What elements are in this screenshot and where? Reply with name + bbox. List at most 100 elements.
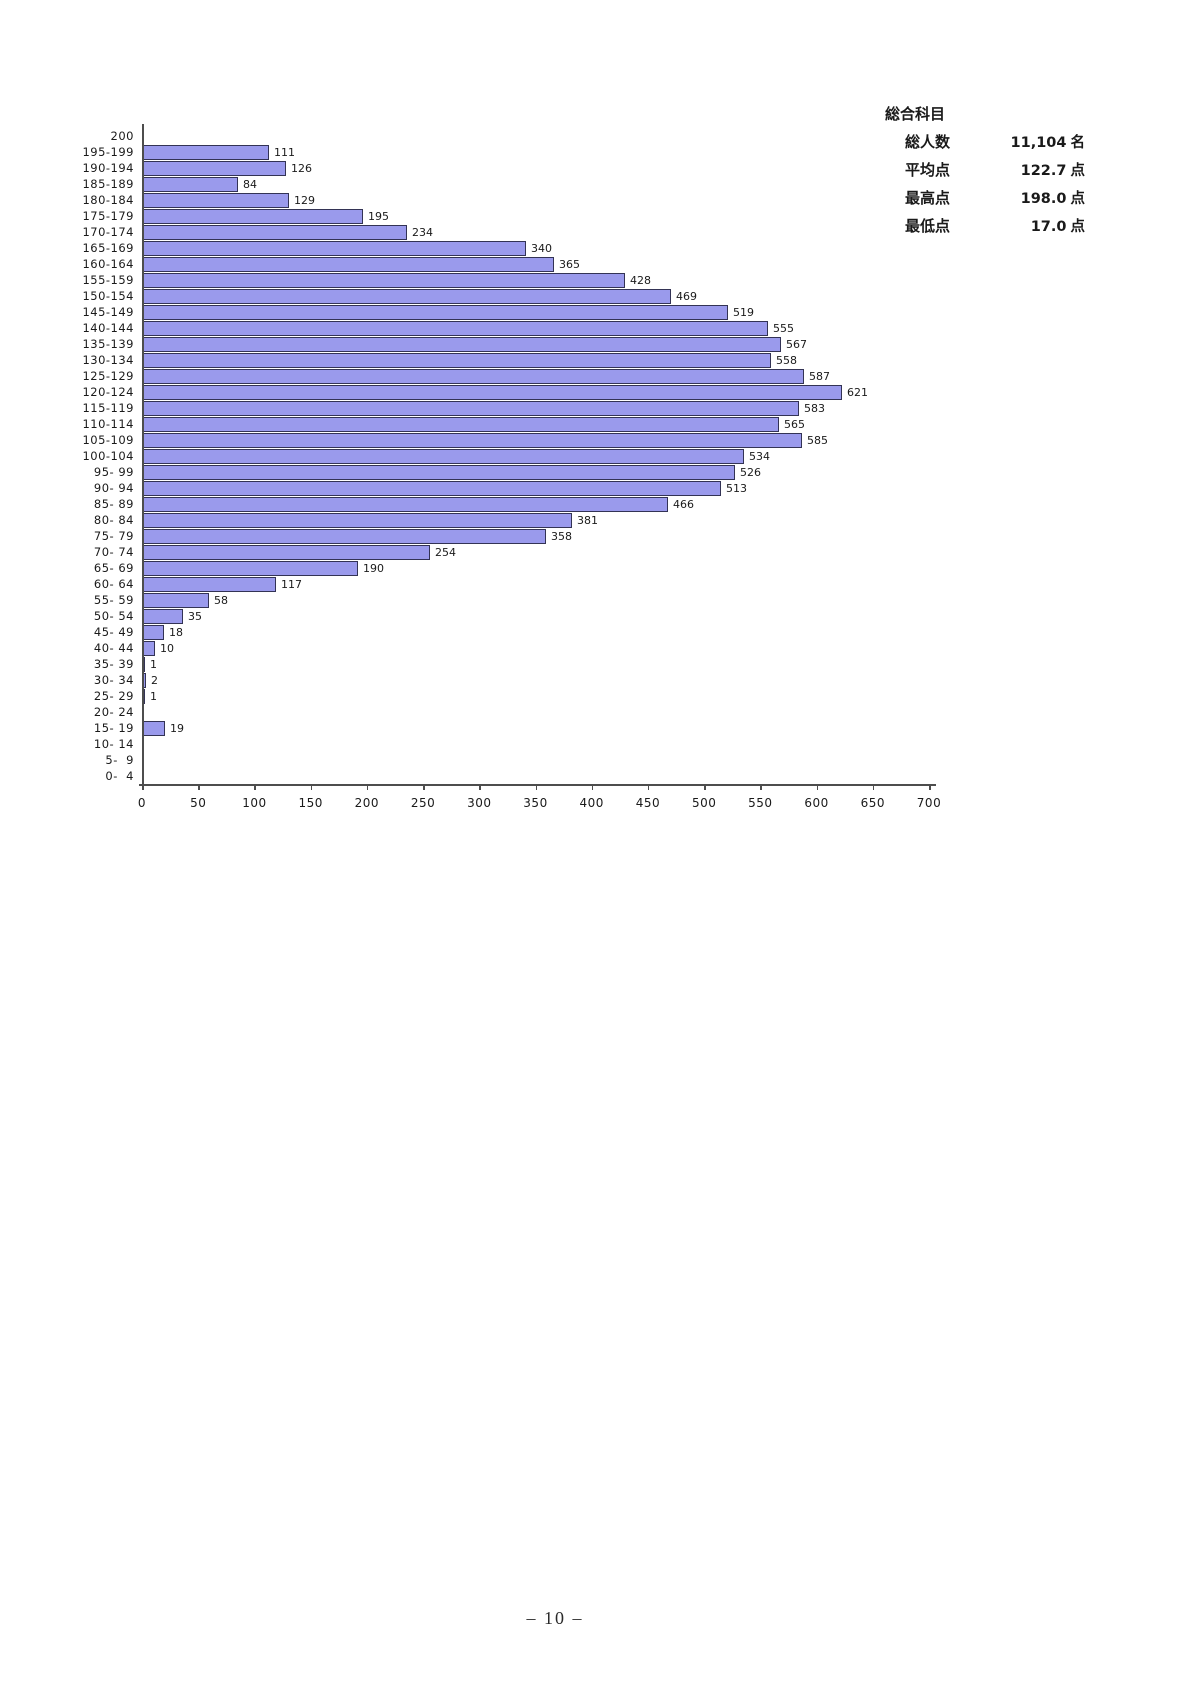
bar-value-label: 117	[281, 577, 302, 591]
bar-area: 19	[142, 720, 184, 736]
bar	[142, 368, 804, 384]
x-axis-tick-label: 600	[804, 796, 829, 810]
chart-row: 30- 34 2	[60, 672, 868, 688]
x-axis-tick-label: 250	[410, 796, 436, 810]
bar	[142, 464, 735, 480]
y-axis-label: 135-139	[82, 337, 134, 351]
chart-row: 15- 19 19	[60, 720, 868, 736]
chart-row: 145-149 519	[60, 304, 868, 320]
stats-value: 198.0	[1020, 191, 1067, 207]
x-axis-tick	[423, 784, 425, 790]
bar	[142, 272, 625, 288]
bar-area: 35	[142, 608, 202, 624]
bar-area: 340	[142, 240, 552, 256]
chart-rows: 200 195-199 111 190-194 126 185-189 84 180-184 1…	[60, 128, 868, 784]
bar-area: 381	[142, 512, 598, 528]
bar-area: 621	[142, 384, 868, 400]
x-axis-tick-label: 200	[354, 796, 380, 810]
chart-row: 185-189 84	[60, 176, 868, 192]
bar-area: 84	[142, 176, 257, 192]
bar-area: 428	[142, 272, 651, 288]
bar-area: 2	[142, 672, 158, 688]
bar	[142, 144, 269, 160]
bar-area: 111	[142, 144, 295, 160]
y-axis-label: 200	[110, 129, 134, 143]
bar	[142, 240, 526, 256]
chart-row: 195-199 111	[60, 144, 868, 160]
x-axis-tick	[647, 784, 650, 790]
bar-area: 583	[142, 400, 825, 416]
x-axis-tick-label: 50	[190, 796, 207, 810]
bar-value-label: 558	[776, 353, 797, 367]
chart-row: 135-139 567	[60, 336, 868, 352]
x-axis-tick-label: 350	[523, 796, 548, 810]
y-axis-label: 85- 89	[93, 497, 134, 511]
chart-row: 75- 79 358	[60, 528, 868, 544]
y-axis-label: 125-129	[82, 369, 134, 383]
bar	[142, 288, 671, 304]
bar-value-label: 466	[673, 497, 694, 511]
chart-row: 110-114 565	[60, 416, 868, 432]
chart-row: 40- 44 10	[60, 640, 868, 656]
chart-row: 50- 54 35	[60, 608, 868, 624]
bar-value-label: 19	[170, 721, 184, 735]
stats-label: 最低点	[905, 217, 951, 235]
chart-row: 115-119 583	[60, 400, 868, 416]
stats-value: 11,104	[1010, 135, 1067, 151]
bar-area: 587	[142, 368, 830, 384]
y-axis-label: 105-109	[82, 433, 134, 447]
bar-area: 519	[142, 304, 754, 320]
bar-value-label: 526	[740, 465, 761, 479]
y-axis-label: 140-144	[82, 321, 134, 335]
chart-row: 155-159 428	[60, 272, 868, 288]
chart-row: 190-194 126	[60, 160, 868, 176]
stats-row: 最高点 198.0 点	[885, 187, 1085, 215]
chart-row: 165-169 340	[60, 240, 868, 256]
bar	[142, 640, 155, 656]
bar	[142, 336, 781, 352]
bar-value-label: 195	[368, 209, 389, 223]
bar-value-label: 1	[150, 657, 157, 671]
x-axis-tick-label: 100	[242, 796, 267, 810]
y-axis-label: 145-149	[82, 305, 134, 319]
chart-row: 45- 49 18	[60, 624, 868, 640]
bar	[142, 608, 183, 624]
chart-row: 150-154 469	[60, 288, 868, 304]
stats-unit: 名	[1070, 135, 1086, 151]
bar-value-label: 621	[847, 385, 868, 399]
bar-value-label: 126	[291, 161, 312, 175]
y-axis-label: 40- 44	[93, 641, 134, 655]
bar	[142, 304, 728, 320]
bar-value-label: 10	[160, 641, 174, 655]
bar-area: 190	[142, 560, 384, 576]
bar	[142, 624, 164, 640]
bar-area: 254	[142, 544, 456, 560]
bar-area: 1	[142, 688, 157, 704]
y-axis-label: 10- 14	[93, 737, 134, 751]
y-axis-label: 60- 64	[93, 577, 134, 591]
y-axis-line	[142, 124, 144, 785]
bar-area: 555	[142, 320, 794, 336]
chart-row: 160-164 365	[60, 256, 868, 272]
stats-value: 17.0	[1030, 219, 1067, 235]
bar-value-label: 519	[733, 305, 754, 319]
x-axis-tick	[704, 784, 706, 790]
stats-row: 最低点 17.0 点	[885, 215, 1085, 243]
bar-area: 10	[142, 640, 174, 656]
x-axis-tick-label: 400	[579, 796, 604, 810]
x-axis-line	[139, 784, 936, 786]
bar	[142, 256, 554, 272]
stats-label: 平均点	[905, 161, 951, 179]
x-axis-tick-label: 650	[860, 796, 885, 810]
chart-row: 5- 9	[60, 752, 868, 768]
bar-area: 565	[142, 416, 805, 432]
bar	[142, 448, 744, 464]
bar	[142, 592, 209, 608]
chart-row: 20- 24	[60, 704, 868, 720]
chart-row: 70- 74 254	[60, 544, 868, 560]
bar-area: 534	[142, 448, 770, 464]
score-distribution-chart: 200 195-199 111 190-194 126 185-189 84 180-184 1…	[60, 128, 868, 784]
x-axis-tick	[591, 784, 594, 790]
stats-unit: 点	[1070, 191, 1086, 207]
bar-area: 567	[142, 336, 807, 352]
